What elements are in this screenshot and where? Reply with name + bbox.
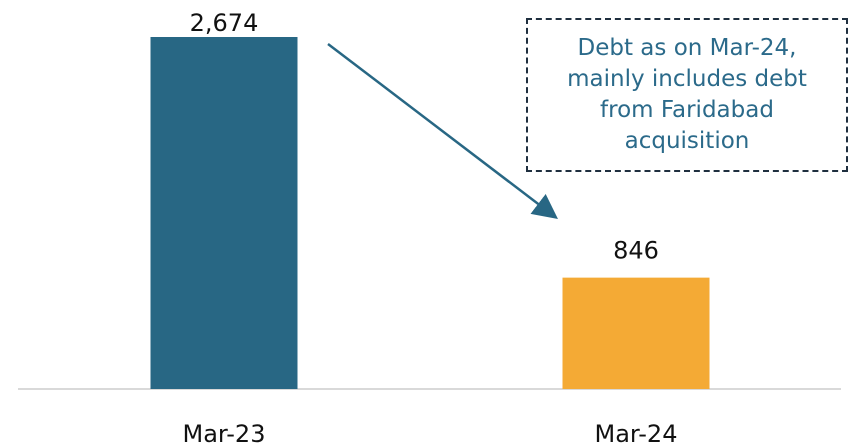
category-label-mar-23: Mar-23 (183, 420, 266, 448)
category-label-mar-24: Mar-24 (595, 420, 678, 448)
debt-note-text: Debt as on Mar-24, mainly includes debt … (567, 35, 807, 154)
bar-mar-23 (150, 37, 298, 389)
trend-arrow (327, 43, 558, 220)
debt-note-callout: Debt as on Mar-24, mainly includes debt … (526, 18, 848, 172)
bar-mar-24 (562, 277, 710, 389)
data-label-mar-24: 846 (613, 237, 659, 265)
data-label-mar-23: 2,674 (190, 9, 259, 37)
